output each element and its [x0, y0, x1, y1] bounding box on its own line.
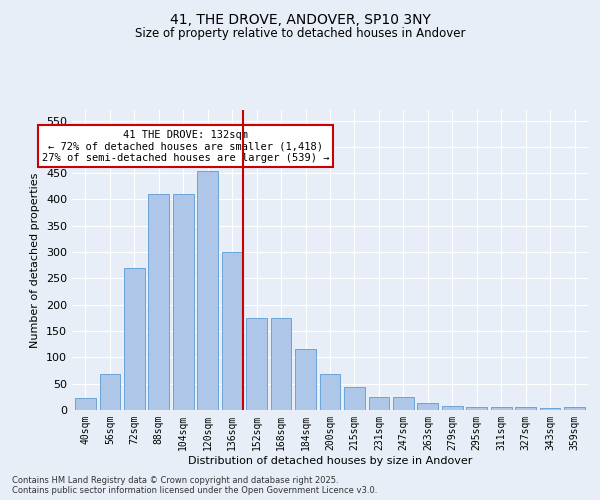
- Bar: [368, 397, 389, 410]
- Text: 41, THE DROVE, ANDOVER, SP10 3NY: 41, THE DROVE, ANDOVER, SP10 3NY: [170, 12, 430, 26]
- Text: Size of property relative to detached houses in Andover: Size of property relative to detached ho…: [135, 28, 465, 40]
- Bar: [222, 252, 242, 410]
- Bar: [173, 194, 194, 410]
- Bar: [271, 318, 292, 410]
- Bar: [320, 374, 340, 410]
- Bar: [344, 387, 365, 410]
- Bar: [197, 170, 218, 410]
- Bar: [148, 194, 169, 410]
- Bar: [515, 408, 536, 410]
- X-axis label: Distribution of detached houses by size in Andover: Distribution of detached houses by size …: [188, 456, 472, 466]
- Bar: [75, 398, 96, 410]
- Bar: [442, 406, 463, 410]
- Bar: [246, 318, 267, 410]
- Bar: [124, 268, 145, 410]
- Y-axis label: Number of detached properties: Number of detached properties: [31, 172, 40, 348]
- Bar: [418, 403, 438, 410]
- Bar: [491, 407, 512, 410]
- Text: Contains HM Land Registry data © Crown copyright and database right 2025.
Contai: Contains HM Land Registry data © Crown c…: [12, 476, 377, 495]
- Bar: [564, 408, 585, 410]
- Bar: [540, 408, 560, 410]
- Bar: [295, 350, 316, 410]
- Text: 41 THE DROVE: 132sqm
← 72% of detached houses are smaller (1,418)
27% of semi-de: 41 THE DROVE: 132sqm ← 72% of detached h…: [42, 130, 329, 162]
- Bar: [100, 374, 120, 410]
- Bar: [393, 397, 414, 410]
- Bar: [466, 407, 487, 410]
